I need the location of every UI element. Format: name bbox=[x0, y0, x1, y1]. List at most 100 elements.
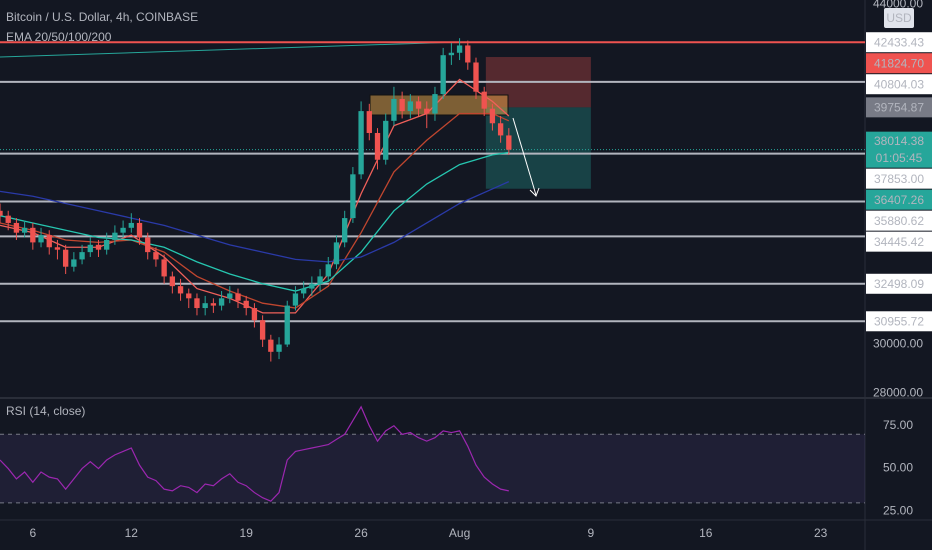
candle-body bbox=[432, 94, 438, 114]
candle-body bbox=[79, 252, 85, 260]
candle-body bbox=[325, 264, 331, 277]
chart-title: Bitcoin / U.S. Dollar, 4h, COINBASE bbox=[6, 10, 198, 24]
candle-body bbox=[481, 91, 487, 109]
candle-body bbox=[292, 293, 299, 306]
price-tag-label: 42433.43 bbox=[874, 35, 924, 49]
price-tag bbox=[866, 231, 932, 252]
rsi-tick-label: 50.00 bbox=[883, 461, 913, 475]
candle-body bbox=[104, 239, 110, 250]
target-zone bbox=[485, 107, 591, 189]
candle-body bbox=[120, 227, 126, 233]
price-tag bbox=[866, 53, 932, 74]
projection-arrow bbox=[512, 117, 537, 196]
price-tag bbox=[866, 32, 932, 53]
candle-body bbox=[489, 108, 496, 124]
candle-body bbox=[415, 101, 422, 109]
price-tag bbox=[866, 311, 932, 332]
candle-body bbox=[227, 293, 233, 299]
candle-body bbox=[497, 123, 504, 136]
candle-body bbox=[95, 244, 102, 250]
currency-label: USD bbox=[886, 11, 912, 25]
candle-body bbox=[456, 45, 463, 53]
candle-body bbox=[309, 283, 315, 289]
candle-body bbox=[399, 98, 405, 112]
candle-body bbox=[0, 210, 3, 216]
candle-body bbox=[145, 237, 151, 253]
candle-body bbox=[177, 286, 184, 294]
candle-body bbox=[350, 174, 356, 219]
y-tick-label: 30000.00 bbox=[873, 337, 923, 351]
ema-line bbox=[0, 78, 510, 314]
candle-body bbox=[62, 249, 69, 267]
candle-body bbox=[251, 308, 258, 321]
rsi-line bbox=[0, 405, 509, 502]
ema-line bbox=[0, 181, 510, 263]
candle-body bbox=[440, 55, 446, 95]
trendline-drawing bbox=[0, 41, 461, 58]
x-tick-label: 6 bbox=[29, 526, 36, 540]
candle-body bbox=[210, 303, 217, 306]
price-tag bbox=[866, 273, 932, 294]
candle-body bbox=[71, 259, 77, 267]
price-tag bbox=[866, 131, 932, 168]
candle-body bbox=[218, 298, 225, 306]
candle-body bbox=[317, 276, 323, 284]
candle-body bbox=[391, 98, 397, 121]
candle-body bbox=[300, 288, 307, 294]
candle-body bbox=[13, 222, 20, 233]
y-tick-label: 44000.00 bbox=[873, 0, 923, 10]
candle-body bbox=[38, 235, 44, 243]
candle-body bbox=[128, 222, 134, 228]
candle-body bbox=[30, 227, 36, 243]
price-tag bbox=[866, 210, 932, 231]
price-tag-label: 36407.26 bbox=[874, 193, 924, 207]
candle-body bbox=[46, 235, 52, 248]
countdown-label: 01:05:45 bbox=[876, 151, 923, 165]
price-tag-label: 34445.42 bbox=[874, 235, 924, 249]
rsi-band bbox=[0, 434, 865, 503]
candle-body bbox=[235, 293, 241, 301]
y-tick-label: 28000.00 bbox=[873, 385, 923, 399]
price-tag-label: 37853.00 bbox=[874, 172, 924, 186]
price-tag bbox=[866, 189, 932, 210]
candle-body bbox=[383, 120, 389, 160]
candle-body bbox=[202, 303, 208, 309]
rsi-tick-label: 75.00 bbox=[883, 418, 913, 432]
candle-body bbox=[169, 276, 176, 287]
x-tick-label: 16 bbox=[699, 526, 713, 540]
candle-body bbox=[87, 244, 93, 253]
ema-line bbox=[0, 112, 510, 309]
price-tag bbox=[866, 74, 932, 95]
currency-tag bbox=[884, 8, 914, 28]
candle-body bbox=[506, 135, 512, 150]
candle-body bbox=[243, 300, 249, 309]
price-tag bbox=[866, 168, 932, 189]
rsi-title: RSI (14, close) bbox=[6, 404, 85, 418]
candle-body bbox=[136, 222, 143, 238]
price-tag-label: 32498.09 bbox=[874, 277, 924, 291]
candle-body bbox=[465, 45, 471, 63]
candle-body bbox=[407, 101, 414, 112]
labels: 6 12 19 26 Aug 9 16 23 28000.00 30000.00 44000.00 4… bbox=[6, 0, 932, 540]
candle-body bbox=[374, 132, 381, 160]
marks bbox=[0, 38, 865, 504]
price-tag-label: 30955.72 bbox=[874, 314, 924, 328]
candle-body bbox=[366, 111, 372, 133]
candle-body bbox=[342, 218, 348, 243]
candle-body bbox=[5, 215, 11, 223]
candle-body bbox=[21, 227, 28, 233]
x-tick-label: 26 bbox=[354, 526, 368, 540]
candle-body bbox=[161, 259, 167, 277]
candle-body bbox=[424, 108, 430, 114]
x-tick-label: 9 bbox=[588, 526, 595, 540]
ema-line bbox=[0, 151, 509, 292]
candle-body bbox=[473, 62, 479, 92]
candle-body bbox=[259, 320, 266, 340]
candle-body bbox=[186, 293, 192, 299]
price-tag-label: 38014.38 bbox=[874, 134, 924, 148]
arrow-head bbox=[529, 187, 540, 197]
rsi-tick-label: 25.00 bbox=[883, 504, 913, 518]
